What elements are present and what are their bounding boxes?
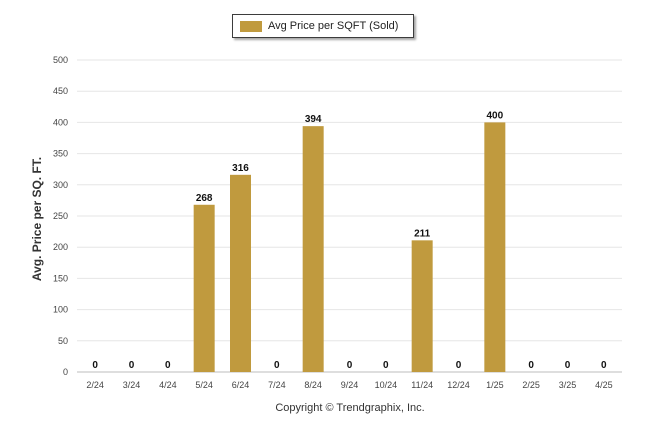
y-axis-ticks: 0 50 100 150 200 250 300 350 400 450 500 bbox=[53, 55, 68, 377]
data-label: 316 bbox=[232, 163, 249, 174]
bar bbox=[411, 240, 433, 372]
x-tick-label: 2/25 bbox=[522, 380, 540, 390]
data-label: 394 bbox=[305, 114, 322, 125]
data-label: 0 bbox=[528, 360, 534, 371]
bars bbox=[193, 122, 506, 373]
y-tick-label: 50 bbox=[58, 336, 68, 346]
x-tick-label: 11/24 bbox=[411, 380, 433, 390]
bar bbox=[230, 174, 251, 372]
data-label: 0 bbox=[347, 360, 353, 371]
y-axis-label: Avg. Price per SQ. FT. bbox=[30, 157, 44, 281]
y-tick-label: 450 bbox=[53, 86, 68, 96]
bar bbox=[302, 126, 324, 372]
data-label: 0 bbox=[601, 360, 607, 371]
data-label: 0 bbox=[92, 360, 98, 371]
x-tick-label: 7/24 bbox=[268, 380, 286, 390]
data-label: 0 bbox=[565, 360, 571, 371]
gridlines bbox=[77, 59, 622, 373]
y-tick-label: 350 bbox=[53, 149, 68, 159]
x-tick-label: 8/24 bbox=[304, 380, 322, 390]
data-label: 0 bbox=[165, 360, 171, 371]
copyright-text: Copyright © Trendgraphix, Inc. bbox=[275, 402, 425, 414]
data-label: 400 bbox=[486, 110, 503, 121]
y-tick-label: 150 bbox=[53, 273, 68, 283]
x-tick-label: 12/24 bbox=[447, 380, 470, 390]
y-tick-label: 500 bbox=[53, 55, 68, 65]
bar bbox=[484, 122, 506, 373]
x-tick-label: 6/24 bbox=[232, 380, 250, 390]
y-tick-label: 0 bbox=[63, 367, 68, 377]
y-tick-label: 100 bbox=[53, 305, 68, 315]
y-tick-label: 300 bbox=[53, 180, 68, 190]
legend-label: Avg Price per SQFT (Sold) bbox=[268, 20, 399, 32]
x-tick-label: 9/24 bbox=[341, 380, 359, 390]
x-tick-label: 3/25 bbox=[559, 380, 577, 390]
data-label: 0 bbox=[456, 360, 462, 371]
x-tick-label: 2/24 bbox=[86, 380, 104, 390]
x-axis-ticks: 2/24 3/24 4/24 5/24 6/24 7/24 8/24 9/24 10/24 11/… bbox=[86, 380, 612, 390]
bar-chart: 0 50 100 150 200 250 300 350 400 450 500 0 0 0 268 316… bbox=[30, 55, 622, 390]
legend-swatch bbox=[240, 20, 262, 32]
data-label: 211 bbox=[414, 228, 431, 239]
data-label: 0 bbox=[129, 360, 135, 371]
y-tick-label: 400 bbox=[53, 117, 68, 127]
data-labels: 0 0 0 268 316 0 394 0 0 211 0 400 0 0 0 bbox=[92, 110, 607, 371]
x-tick-label: 4/24 bbox=[159, 380, 177, 390]
data-label: 0 bbox=[274, 360, 280, 371]
y-tick-label: 200 bbox=[53, 242, 68, 252]
x-tick-label: 5/24 bbox=[195, 380, 213, 390]
chart-legend: Avg Price per SQFT (Sold) bbox=[232, 14, 414, 38]
bar bbox=[193, 204, 215, 372]
x-tick-label: 3/24 bbox=[123, 380, 141, 390]
x-tick-label: 4/25 bbox=[595, 380, 613, 390]
data-label: 0 bbox=[383, 360, 389, 371]
x-tick-label: 1/25 bbox=[486, 380, 504, 390]
y-tick-label: 250 bbox=[53, 211, 68, 221]
data-label: 268 bbox=[196, 193, 213, 204]
x-tick-label: 10/24 bbox=[375, 380, 398, 390]
